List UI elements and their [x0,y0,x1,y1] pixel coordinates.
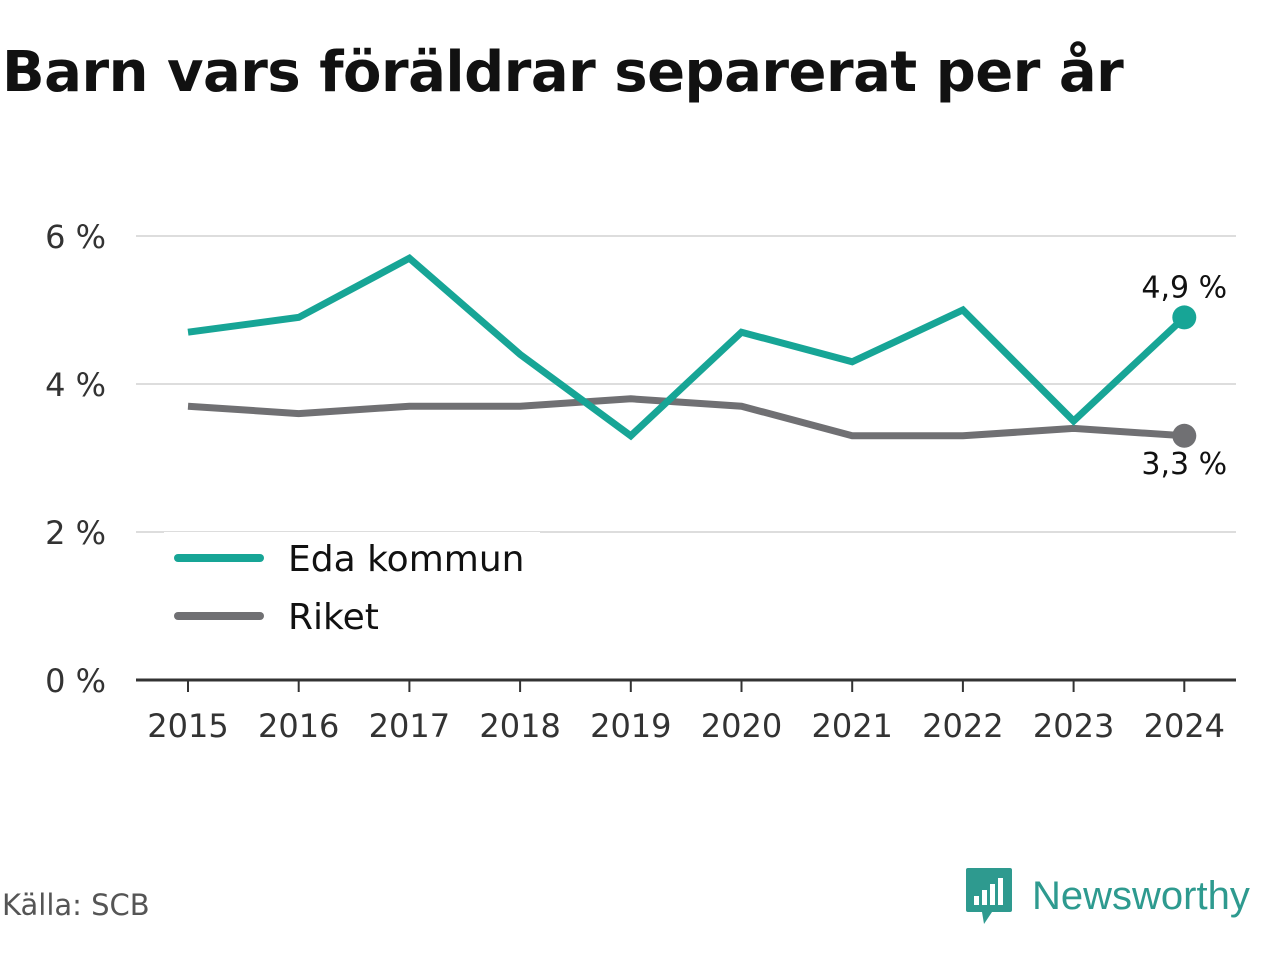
end-value-label: 3,3 % [1141,447,1227,482]
series-line-riket [187,395,1185,440]
y-tick-label: 2 % [45,514,106,552]
legend-label: Riket [288,597,379,638]
series-lines [187,253,1197,448]
y-tick-label: 0 % [45,662,106,700]
x-tick-label: 2019 [590,707,671,745]
x-tick-label: 2018 [479,707,560,745]
x-tick-label: 2017 [369,707,450,745]
x-tick-label: 2023 [1033,707,1114,745]
x-tick-label: 2020 [701,707,782,745]
newsworthy-logo-icon [966,868,1012,924]
chart-title: Barn vars föräldrar separerat per år [2,40,1124,105]
x-axis [136,678,1236,692]
end-point-marker [1172,423,1197,448]
y-tick-label: 6 % [45,218,106,256]
end-point-marker [1172,305,1197,330]
x-tick-label: 2021 [811,707,892,745]
x-tick-label: 2016 [258,707,339,745]
x-tick-label: 2015 [147,707,228,745]
y-tick-labels: 0 % 2 % 4 % 6 % [45,218,106,700]
legend: Eda kommun Riket [164,532,540,648]
x-tick-labels: 2015 2016 2017 2018 2019 2020 2021 2022 2023 2024 [147,707,1225,745]
x-tick-label: 2022 [922,707,1003,745]
legend-label: Eda kommun [288,539,524,580]
x-tick-label: 2024 [1144,707,1225,745]
end-labels: 4,9 % 3,3 % [1141,270,1227,481]
brand-logo: Newsworthy [964,866,1250,926]
source-note: Källa: SCB [2,888,150,922]
series-line-eda-kommun [187,253,1187,441]
brand-name: Newsworthy [1032,873,1250,918]
legend-background [164,532,540,648]
y-tick-label: 4 % [45,366,106,404]
end-value-label: 4,9 % [1141,270,1227,305]
